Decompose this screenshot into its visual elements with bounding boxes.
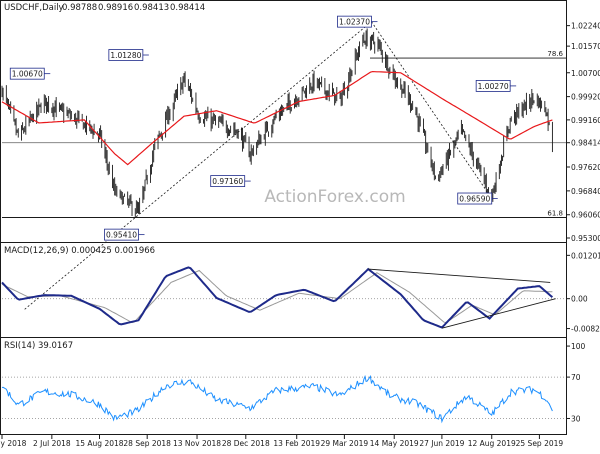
annotation-box — [9, 67, 45, 80]
price-y-tick-label: 0.96840 — [571, 187, 600, 196]
annotation-label: 0.95410 — [106, 231, 137, 240]
x-tick-label: 29 Mar 2019 — [321, 439, 369, 448]
macd-trendline — [441, 298, 556, 329]
chart-title: USDCHF,Daily — [4, 3, 64, 13]
price-y-tick-label: 1.01570 — [571, 42, 600, 51]
ohlc-open: 0.98788 — [62, 3, 97, 13]
macd-y-tick-label: 0.00 — [571, 295, 588, 304]
rsi-y-tick-label: 30 — [571, 414, 581, 423]
annotation-label: 1.02370 — [339, 18, 370, 27]
macd-trendline — [368, 268, 551, 283]
annotation-box — [457, 192, 493, 205]
rsi-y-axis: 100 70 30 — [566, 342, 586, 423]
x-tick-label: 13 Feb 2019 — [273, 439, 320, 448]
rsi-levels — [2, 376, 566, 419]
annotation-label: 1.00670 — [12, 70, 43, 79]
price-y-tick-label: 0.99920 — [571, 93, 600, 102]
price-y-tick-label: 0.95300 — [571, 234, 600, 243]
x-tick-label: 25 Sep 2019 — [516, 439, 564, 448]
x-tick-label: 14 May 2019 — [370, 439, 419, 448]
fib-level-label: 61.8 — [547, 209, 563, 217]
watermark: ActionForex.com — [264, 187, 405, 207]
ohlc-high: 0.98916 — [98, 3, 133, 13]
x-tick-label: 27 Jun 2019 — [419, 439, 464, 448]
macd-trendlines — [368, 268, 556, 329]
annotation-box — [337, 15, 372, 28]
price-trendline-extension — [24, 234, 115, 310]
price-y-tick-label: 0.99160 — [571, 116, 600, 125]
annotation-label: 1.01280 — [110, 51, 141, 60]
x-tick-label: 2 Jul 2018 — [33, 439, 71, 448]
ohlc-close: 0.98414 — [170, 3, 205, 13]
rsi-panel: 100 70 30 RSI(14) 39.0167 — [1, 341, 586, 424]
rsi-title: RSI(14) 39.0167 — [4, 341, 73, 351]
price-y-axis: 1.02240 1.01570 1.00700 0.99920 0.99160 0.984… — [566, 22, 600, 243]
x-tick-label: 13 Nov 2018 — [173, 439, 221, 448]
ohlc-low: 0.98413 — [134, 3, 169, 13]
x-tick-label: 17 May 2018 — [0, 439, 27, 448]
x-tick-label: 28 Sep 2018 — [123, 439, 171, 448]
macd-line — [1, 266, 554, 329]
price-annotations: 1.00670 1.01280 0.95410 0.97160 1.02370 0.965… — [9, 15, 517, 241]
annotation-label: 0.97160 — [212, 177, 243, 186]
macd-y-axis: 0.012018 0.00 -0.008292 — [566, 251, 600, 334]
panel-frames — [0, 0, 567, 435]
annotation-box — [210, 175, 246, 187]
chart-header: USDCHF,Daily 0.98788 0.98916 0.98413 0.9… — [4, 3, 205, 13]
price-trendlines — [24, 21, 493, 310]
rsi-line — [1, 374, 553, 424]
price-y-tick-label: 0.98414 — [571, 139, 600, 148]
macd-y-tick-label: 0.012018 — [571, 251, 600, 260]
price-y-tick-label: 1.00700 — [571, 69, 600, 78]
macd-panel: 0.012018 0.00 -0.008292 MACD(12,26,9) 0.00… — [1, 246, 600, 334]
price-y-tick-label: 1.02240 — [571, 22, 600, 31]
price-y-tick-label: 0.96060 — [571, 211, 600, 220]
fib-level-label: 78.6 — [547, 50, 563, 58]
macd-title: MACD(12,26,9) 0.000425 0.001966 — [4, 246, 155, 256]
annotation-label: 1.00270 — [478, 82, 509, 91]
moving-average-line — [1, 70, 553, 166]
rsi-panel-frame — [0, 337, 567, 435]
macd-signal-line — [1, 269, 553, 324]
price-panel: ActionForex.com 78.6 61.8 1.00670 1.01280 0… — [1, 3, 600, 310]
x-tick-label: 15 Aug 2018 — [75, 439, 123, 448]
x-tick-label: 12 Aug 2019 — [468, 439, 516, 448]
x-tick-label: 28 Dec 2018 — [222, 439, 270, 448]
rsi-y-tick-label: 100 — [571, 342, 586, 351]
annotation-label: 0.96590 — [459, 195, 490, 204]
price-y-tick-label: 0.97620 — [571, 163, 600, 172]
price-candles — [1, 28, 553, 218]
macd-y-tick-label: -0.008292 — [571, 325, 600, 334]
annotation-box — [475, 80, 511, 92]
annotation-box — [104, 228, 139, 241]
annotation-box — [108, 49, 144, 61]
rsi-y-tick-label: 70 — [571, 373, 581, 382]
